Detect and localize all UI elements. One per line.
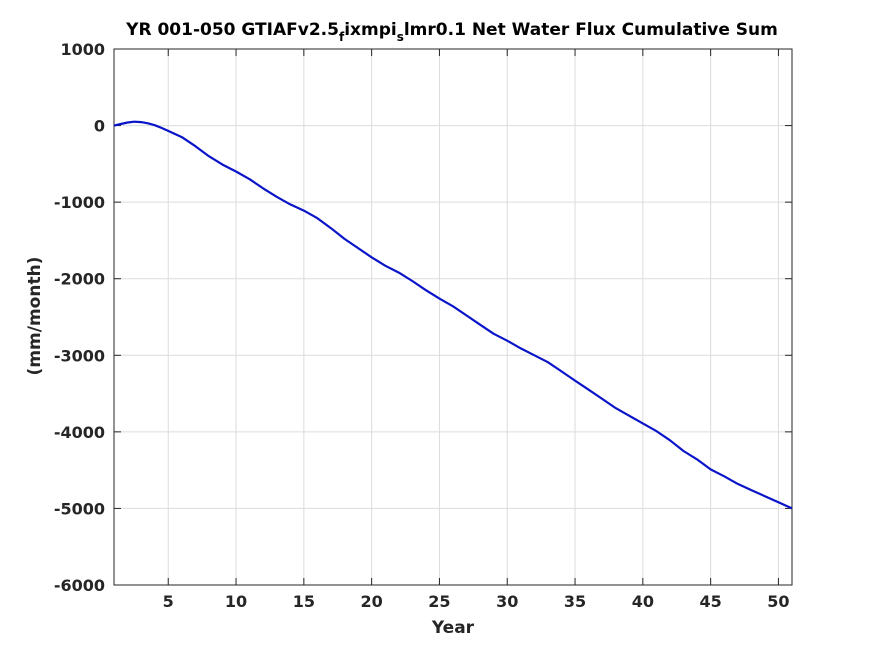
- y-tick-label: -1000: [54, 193, 105, 212]
- x-tick-label: 50: [767, 592, 789, 611]
- y-tick-label: -4000: [54, 423, 105, 442]
- ticks: 5 10 15 20 25 30 35 40 45 50 -6000 -5000 -4000 -3000 -…: [54, 40, 792, 611]
- y-tick-label: 1000: [60, 40, 105, 59]
- x-axis-label: Year: [431, 618, 475, 638]
- y-axis-label: (mm/month): [25, 257, 45, 376]
- x-tick-label: 5: [163, 592, 174, 611]
- x-tick-label: 15: [293, 592, 315, 611]
- x-tick-label: 30: [496, 592, 518, 611]
- series-line: [113, 120, 793, 510]
- y-tick-label: -2000: [54, 270, 105, 289]
- x-tick-label: 25: [428, 592, 450, 611]
- x-tick-label: 35: [564, 592, 586, 611]
- plot-area: [113, 48, 793, 586]
- title-part: lmr0.1 Net Water Flux Cumulative Sum: [404, 20, 778, 40]
- y-tick-label: -5000: [54, 499, 105, 518]
- series: [113, 120, 793, 510]
- x-tick-label: 45: [700, 592, 722, 611]
- title-part: ixmpi: [344, 20, 397, 40]
- y-tick-label: 0: [94, 117, 105, 136]
- title-subscript: s: [397, 30, 404, 44]
- title-part: YR 001-050 GTIAFv2.5: [125, 20, 339, 40]
- y-tick-label: -3000: [54, 346, 105, 365]
- x-tick-label: 10: [225, 592, 247, 611]
- chart-title: YR 001-050 GTIAFv2.5fixmpislmr0.1 Net Wa…: [125, 20, 778, 44]
- x-tick-label: 40: [632, 592, 654, 611]
- y-tick-label: -6000: [54, 576, 105, 595]
- x-tick-label: 20: [361, 592, 383, 611]
- title-subscript: f: [339, 30, 345, 44]
